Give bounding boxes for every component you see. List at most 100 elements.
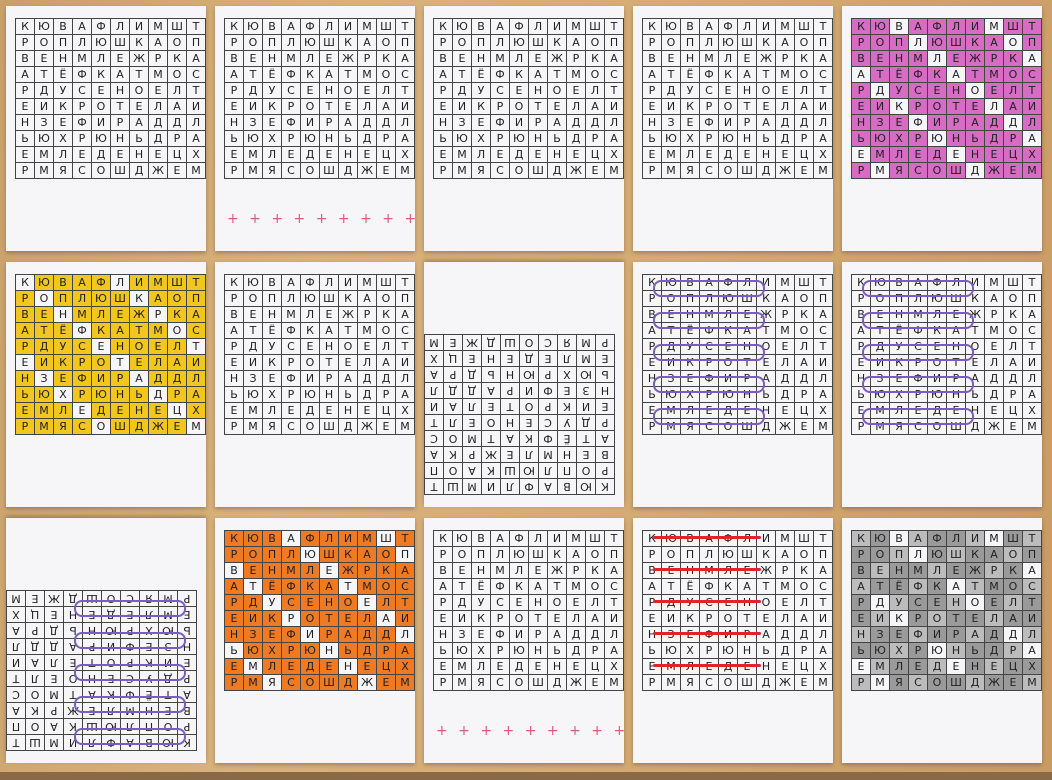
grid-cell: Н xyxy=(129,402,149,419)
grid-cell: П xyxy=(889,546,909,563)
grid-cell: О xyxy=(1003,322,1023,339)
grid-cell: Р xyxy=(794,642,814,659)
grid-cell: Ю xyxy=(34,386,54,403)
grid-cell: Е xyxy=(585,674,605,691)
grid-cell: Ж xyxy=(547,50,567,67)
grid-cell: Д xyxy=(927,658,947,675)
grid-cell: Д xyxy=(566,642,586,659)
grid-cell: П xyxy=(471,34,491,51)
grid-cell: К xyxy=(471,610,491,627)
grid-cell: М xyxy=(34,146,54,163)
highlight-stroke xyxy=(653,632,761,635)
grid-cell: Ф xyxy=(927,530,947,547)
grid-cell: Т xyxy=(547,66,567,83)
grid-cell: Т xyxy=(1022,18,1042,35)
grid-cell: А xyxy=(15,66,35,83)
grid-cell: Т xyxy=(604,82,624,99)
grid-cell: Т xyxy=(395,338,415,355)
grid-cell: Ь xyxy=(965,642,985,659)
grid-cell: М xyxy=(395,418,415,435)
grid-cell: Ь xyxy=(129,386,149,403)
grid-cell: Ь xyxy=(642,130,662,147)
grid-cell: Р xyxy=(281,130,301,147)
grid-cell: Ш xyxy=(528,162,548,179)
grid-cell: Ь xyxy=(642,642,662,659)
highlight-stroke xyxy=(653,408,765,425)
grid-cell: О xyxy=(376,546,396,563)
grid-cell: Ж xyxy=(357,674,377,691)
grid-cell: Д xyxy=(452,594,472,611)
grid-cell: А xyxy=(424,446,444,463)
grid-cell: Н xyxy=(946,130,966,147)
grid-cell: Е xyxy=(1003,162,1023,179)
grid-cell: Е xyxy=(547,610,567,627)
grid-cell: М xyxy=(462,478,482,495)
grid-cell: Д xyxy=(129,418,149,435)
grid-cell: Я xyxy=(889,674,909,691)
grid-cell: Д xyxy=(357,130,377,147)
grid-cell: Ш xyxy=(528,34,548,51)
grid-cell: Т xyxy=(110,354,130,371)
grid-cell: Т xyxy=(243,322,263,339)
grid-cell: Е xyxy=(53,114,73,131)
grid-cell: И xyxy=(452,98,472,115)
grid-cell: Ш xyxy=(737,546,757,563)
grid-cell: Л xyxy=(794,338,814,355)
grid-cell: К xyxy=(53,98,73,115)
grid-cell: Р xyxy=(595,462,615,479)
grid-cell: Е xyxy=(908,146,928,163)
grid-cell: О xyxy=(452,34,472,51)
grid-cell: О xyxy=(129,338,149,355)
grid-cell: Ь xyxy=(224,386,244,403)
grid-cell: Е xyxy=(44,670,64,687)
grid-cell: О xyxy=(25,718,45,735)
grid-cell: Е xyxy=(471,114,491,131)
grid-cell: Ю xyxy=(870,130,890,147)
grid-cell: С xyxy=(1022,578,1042,595)
grid-cell: Ю xyxy=(927,642,947,659)
grid-cell: М xyxy=(395,674,415,691)
grid-cell: А xyxy=(775,34,795,51)
grid-cell: Ж xyxy=(775,674,795,691)
grid-cell: Е xyxy=(148,146,168,163)
grid-cell: Ф xyxy=(490,578,510,595)
grid-cell: Ж xyxy=(984,674,1004,691)
grid-cell: Л xyxy=(110,18,130,35)
grid-cell: Л xyxy=(604,114,624,131)
grid-cell: Л xyxy=(509,562,529,579)
grid-cell: У xyxy=(471,594,491,611)
grid-cell: У xyxy=(471,82,491,99)
grid-cell: Е xyxy=(775,338,795,355)
grid-cell: Д xyxy=(148,370,168,387)
grid-cell: Т xyxy=(946,98,966,115)
grid-cell: Ш xyxy=(376,18,396,35)
grid-cell: Ю xyxy=(243,530,263,547)
grid-cell: Ж xyxy=(775,418,795,435)
grid-cell: Л xyxy=(538,462,558,479)
grid-cell: М xyxy=(984,18,1004,35)
grid-cell: Ш xyxy=(376,530,396,547)
grid-cell: Д xyxy=(509,146,529,163)
grid-cell: Ь xyxy=(851,642,871,659)
grid-cell: М xyxy=(281,562,301,579)
grid-cell: Ё xyxy=(262,322,282,339)
grid-cell: С xyxy=(490,82,510,99)
grid-cell: Ё xyxy=(262,578,282,595)
grid-cell: Е xyxy=(889,114,909,131)
grid-cell: Р xyxy=(224,34,244,51)
grid-cell: Ю xyxy=(452,530,472,547)
grid-cell: И xyxy=(186,98,206,115)
grid-cell: Л xyxy=(281,34,301,51)
grid-cell: Д xyxy=(357,370,377,387)
grid-cell: Д xyxy=(794,370,814,387)
grid-cell: Е xyxy=(262,114,282,131)
grid-cell: К xyxy=(25,702,45,719)
grid-cell: А xyxy=(538,478,558,495)
grid-cell: В xyxy=(262,530,282,547)
grid-cell: П xyxy=(262,290,282,307)
highlight-stroke xyxy=(653,568,761,571)
grid-cell: С xyxy=(395,578,415,595)
